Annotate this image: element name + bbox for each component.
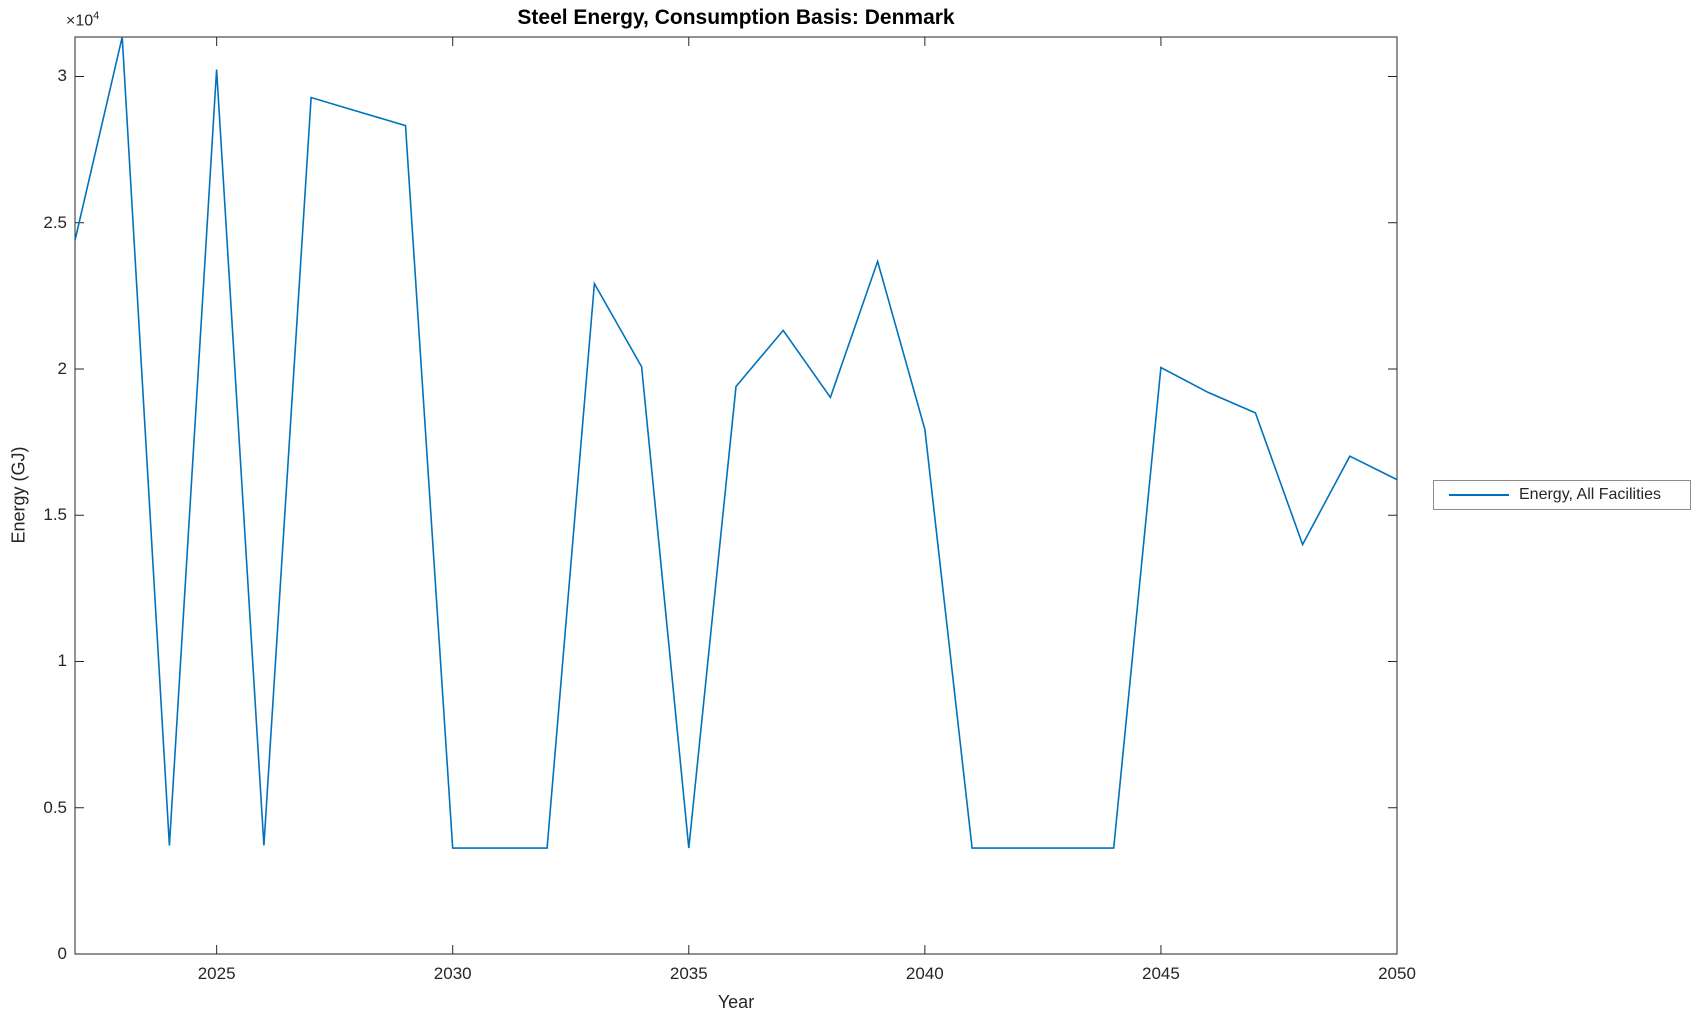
x-tick-label: 2025 <box>197 964 236 983</box>
y-tick-label: 0.5 <box>43 797 67 817</box>
x-tick-label: 2045 <box>1142 964 1180 983</box>
chart-title: Steel Energy, Consumption Basis: Denmark <box>517 6 955 29</box>
y-tick-label: 0 <box>57 944 67 963</box>
y-tick-label: 2.5 <box>43 212 67 232</box>
series-line-energy-all-facilities <box>74 36 1398 849</box>
legend-line-sample <box>1449 494 1509 496</box>
x-tick-label: 2035 <box>669 964 708 983</box>
y-tick-label: 3 <box>57 66 67 86</box>
x-tick-label: 2030 <box>433 964 472 983</box>
x-tick-label: 2050 <box>1378 964 1416 983</box>
x-axis-label: Year <box>717 992 755 1012</box>
y-axis-multiplier-exponent: 4 <box>93 10 100 22</box>
y-axis-multiplier-base: ×10 <box>66 12 94 30</box>
y-axis-multiplier: ×104 <box>66 10 99 30</box>
y-tick-label: 1.5 <box>43 505 67 525</box>
y-tick-label: 1 <box>57 651 67 671</box>
plot-border <box>74 36 1398 955</box>
y-axis-label: Energy (GJ) <box>8 446 29 544</box>
legend: Energy, All Facilities <box>1433 480 1691 510</box>
y-tick-label: 2 <box>57 358 67 378</box>
legend-entry-label: Energy, All Facilities <box>1519 486 1661 503</box>
x-tick-label: 2040 <box>905 964 944 983</box>
